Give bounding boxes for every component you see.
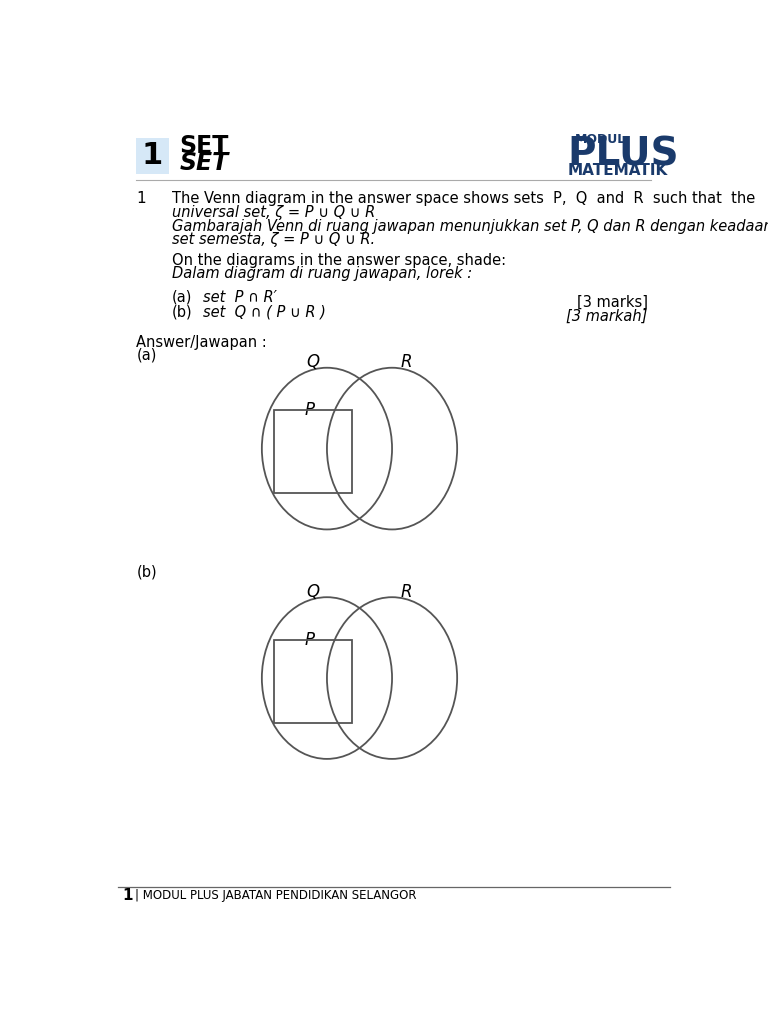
Text: (b): (b) xyxy=(136,564,157,580)
Text: SET: SET xyxy=(180,134,229,158)
Text: Gambarajah Venn di ruang jawapan menunjukkan set P, Q dan R dengan keadaan: Gambarajah Venn di ruang jawapan menunju… xyxy=(172,219,768,234)
Text: (b): (b) xyxy=(172,304,193,319)
Text: set  Q ∩ ( P ∪ R ): set Q ∩ ( P ∪ R ) xyxy=(203,304,326,319)
Text: (a): (a) xyxy=(172,290,192,305)
Bar xyxy=(274,410,352,494)
Text: 1: 1 xyxy=(142,141,163,170)
Text: universal set, ζ = P ∪ Q ∪ R: universal set, ζ = P ∪ Q ∪ R xyxy=(172,205,376,219)
Text: Q: Q xyxy=(306,583,319,601)
Text: 1: 1 xyxy=(136,191,146,207)
Text: [3 marks]: [3 marks] xyxy=(577,295,647,309)
Text: 1: 1 xyxy=(122,889,133,903)
Text: Answer/Jawapan :: Answer/Jawapan : xyxy=(136,335,267,349)
Text: set semesta, ζ = P ∪ Q ∪ R.: set semesta, ζ = P ∪ Q ∪ R. xyxy=(172,232,375,247)
Text: P: P xyxy=(305,631,315,648)
Bar xyxy=(274,640,352,723)
Text: PLUS: PLUS xyxy=(568,135,679,173)
Text: R: R xyxy=(400,353,412,372)
Text: Dalam diagram di ruang jawapan, lorek :: Dalam diagram di ruang jawapan, lorek : xyxy=(172,266,472,282)
Text: | MODUL PLUS JABATAN PENDIDIKAN SELANGOR: | MODUL PLUS JABATAN PENDIDIKAN SELANGOR xyxy=(134,890,416,902)
Text: R: R xyxy=(400,583,412,601)
Text: On the diagrams in the answer space, shade:: On the diagrams in the answer space, sha… xyxy=(172,253,506,268)
Text: (a): (a) xyxy=(136,348,157,362)
Text: [3 markah]: [3 markah] xyxy=(567,308,647,324)
Text: MATEMATIK: MATEMATIK xyxy=(568,163,667,178)
Text: SET: SET xyxy=(180,151,229,175)
Text: set  P ∩ R′: set P ∩ R′ xyxy=(203,290,277,305)
Text: Q: Q xyxy=(306,353,319,372)
Bar xyxy=(136,138,169,174)
Text: P: P xyxy=(305,401,315,419)
Text: MODUL: MODUL xyxy=(575,132,626,145)
Text: The Venn diagram in the answer space shows sets  P,  Q  and  R  such that  the: The Venn diagram in the answer space sho… xyxy=(172,191,755,207)
